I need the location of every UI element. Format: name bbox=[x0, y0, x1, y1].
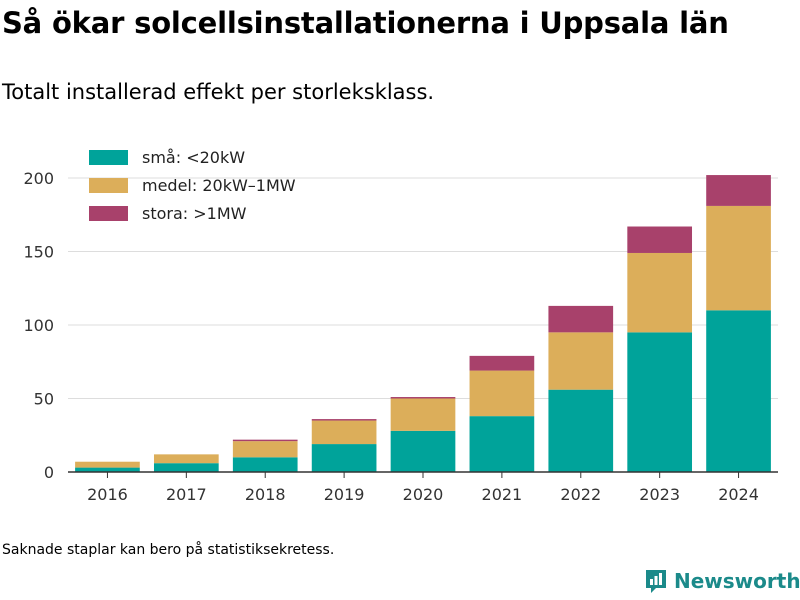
bar-segment bbox=[232, 457, 298, 472]
bar-segment bbox=[548, 332, 614, 390]
bar-segment bbox=[153, 463, 219, 472]
bar-segment bbox=[469, 416, 535, 472]
legend-swatch bbox=[89, 206, 128, 221]
legend-label: medel: 20kW–1MW bbox=[142, 176, 296, 195]
x-axis: 2016 2017 2018 2019 2020 2021 2022 2023 2024 bbox=[68, 471, 778, 504]
bar-segment bbox=[627, 252, 693, 333]
stacked-bar-chart: 0 50 100 150 200 2016 2017 2018 2019 2020 2021 202… bbox=[23, 148, 778, 504]
newsworthy-logo-icon bbox=[646, 570, 666, 593]
bar-segment bbox=[548, 305, 614, 333]
x-tick-label: 2017 bbox=[166, 485, 207, 504]
bar-segment bbox=[311, 419, 377, 421]
bar-segment bbox=[153, 454, 219, 464]
x-tick-label: 2016 bbox=[87, 485, 128, 504]
bar-segment bbox=[390, 398, 456, 431]
brand-logo: Newsworthy bbox=[644, 568, 800, 594]
bar-segment bbox=[311, 420, 377, 445]
x-tick-label: 2018 bbox=[245, 485, 286, 504]
chart-subtitle: Totalt installerad effekt per storlekskl… bbox=[2, 80, 435, 104]
bar-segment bbox=[469, 370, 535, 417]
x-tick-label: 2020 bbox=[403, 485, 444, 504]
legend-swatch bbox=[89, 178, 128, 193]
y-tick-label: 200 bbox=[23, 169, 54, 188]
x-tick-label: 2022 bbox=[560, 485, 601, 504]
y-tick-label: 150 bbox=[23, 243, 54, 262]
y-axis: 0 50 100 150 200 bbox=[23, 169, 54, 482]
chart-title: Så ökar solcellsinstallationerna i Uppsa… bbox=[2, 6, 729, 40]
y-tick-label: 100 bbox=[23, 316, 54, 335]
bar-segment bbox=[390, 430, 456, 472]
bar-segment bbox=[469, 355, 535, 371]
bar-segment bbox=[232, 441, 298, 458]
legend-label: stora: >1MW bbox=[142, 204, 247, 223]
legend: små: <20kW medel: 20kW–1MW stora: >1MW bbox=[89, 148, 296, 223]
bar-segment bbox=[706, 205, 771, 311]
bar-segment bbox=[75, 467, 140, 472]
bar-segment bbox=[75, 461, 140, 468]
x-tick-label: 2019 bbox=[324, 485, 365, 504]
bar-segment bbox=[706, 175, 771, 206]
bars bbox=[75, 175, 771, 472]
bar-segment bbox=[627, 226, 693, 253]
bar-segment bbox=[390, 397, 456, 399]
bar-segment bbox=[706, 310, 771, 472]
bar-segment bbox=[548, 389, 614, 472]
x-tick-label: 2021 bbox=[482, 485, 523, 504]
footnote: Saknade staplar kan bero på statistiksek… bbox=[2, 542, 335, 558]
x-tick-label: 2023 bbox=[639, 485, 680, 504]
y-tick-label: 50 bbox=[34, 390, 54, 409]
legend-swatch bbox=[89, 150, 128, 165]
brand-name: Newsworthy bbox=[674, 569, 800, 593]
legend-label: små: <20kW bbox=[142, 148, 245, 167]
bar-segment bbox=[232, 439, 298, 442]
x-tick-label: 2024 bbox=[718, 485, 759, 504]
bar-segment bbox=[627, 332, 693, 472]
bar-segment bbox=[311, 444, 377, 472]
y-tick-label: 0 bbox=[44, 463, 54, 482]
